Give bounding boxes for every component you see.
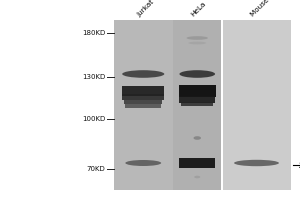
Bar xyxy=(178,85,216,97)
Text: 130KD: 130KD xyxy=(82,74,105,80)
Ellipse shape xyxy=(122,70,164,78)
Bar xyxy=(181,102,213,106)
Bar xyxy=(122,86,164,96)
Bar xyxy=(172,20,222,190)
Bar xyxy=(114,20,172,190)
Text: 180KD: 180KD xyxy=(82,30,105,36)
Bar xyxy=(124,100,162,104)
Bar xyxy=(179,158,215,168)
Bar xyxy=(222,20,291,190)
Ellipse shape xyxy=(125,160,161,166)
Text: 100KD: 100KD xyxy=(82,116,105,122)
Bar xyxy=(122,94,164,100)
Text: HeLa: HeLa xyxy=(190,1,207,18)
Ellipse shape xyxy=(234,160,279,166)
Text: Mouse heart: Mouse heart xyxy=(249,0,285,18)
Text: SALL4: SALL4 xyxy=(299,160,300,170)
Ellipse shape xyxy=(194,136,201,140)
Ellipse shape xyxy=(187,36,208,40)
Text: 70KD: 70KD xyxy=(86,166,105,172)
Ellipse shape xyxy=(179,70,215,78)
Bar xyxy=(179,96,215,102)
Ellipse shape xyxy=(194,176,200,178)
Ellipse shape xyxy=(188,42,206,44)
Text: Jurkat: Jurkat xyxy=(136,0,155,18)
Bar xyxy=(220,20,223,190)
Bar xyxy=(125,104,161,108)
